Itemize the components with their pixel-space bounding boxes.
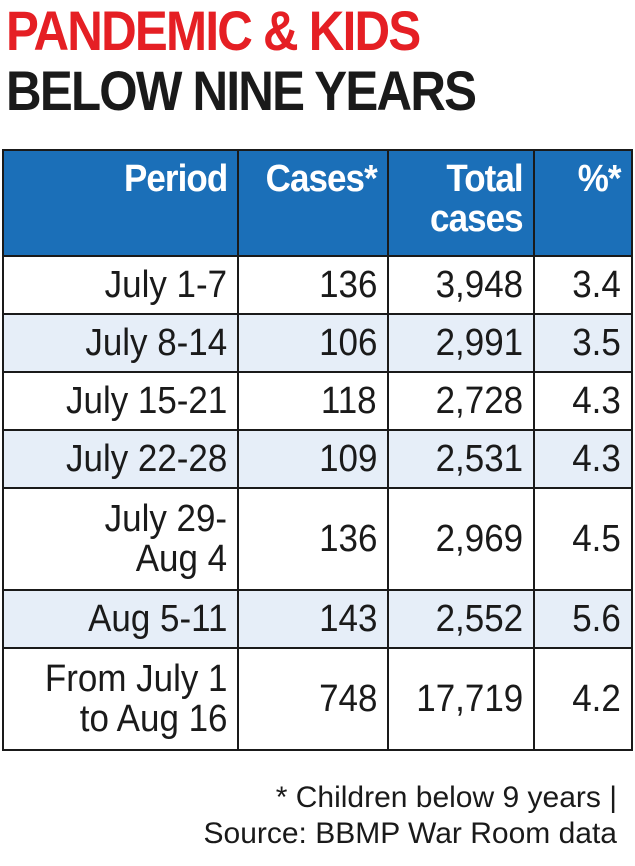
cell-period-text: July 22-28: [65, 438, 227, 480]
cell-total-cases: 17,719: [387, 647, 535, 751]
cell-total-cases-text: 2,969: [435, 518, 523, 560]
cell-percent: 4.2: [533, 647, 633, 751]
column-header-total-cases: Total cases: [387, 149, 535, 257]
cell-percent-text: 4.3: [572, 380, 621, 422]
cell-total-cases-text: 2,991: [435, 322, 523, 364]
cell-period: From July 1 to Aug 16: [2, 647, 239, 751]
footnote: * Children below 9 years | Source: BBMP …: [204, 780, 618, 852]
table-row: July 1-7 136 3,948 3.4: [2, 255, 633, 315]
cell-cases: 143: [237, 589, 389, 649]
cell-total-cases: 3,948: [387, 255, 535, 315]
cell-percent-text: 5.6: [572, 598, 621, 640]
headline: PANDEMIC & KIDS BELOW NINE YEARS: [6, 0, 631, 122]
column-header-percent: %*: [533, 149, 633, 257]
table-row: July 15-21 118 2,728 4.3: [2, 371, 633, 431]
table-body: July 1-7 136 3,948 3.4 July 8-14 106 2,991 3.5 J…: [2, 255, 633, 751]
cell-cases: 136: [237, 255, 389, 315]
cell-percent: 4.5: [533, 487, 633, 591]
table-row: July 29- Aug 4 136 2,969 4.5: [2, 487, 633, 591]
cell-percent: 3.4: [533, 255, 633, 315]
cell-total-cases-text: 2,728: [435, 380, 523, 422]
cell-percent: 4.3: [533, 371, 633, 431]
cell-period: Aug 5-11: [2, 589, 239, 649]
column-header-cases: Cases*: [237, 149, 389, 257]
cell-total-cases-text: 17,719: [416, 678, 523, 720]
cell-period-text: Aug 5-11: [87, 598, 227, 640]
cases-table: Period Cases* Total cases %* July 1-7 136 3…: [2, 149, 633, 751]
cell-percent-text: 4.5: [572, 518, 621, 560]
cell-cases: 136: [237, 487, 389, 591]
cell-period: July 15-21: [2, 371, 239, 431]
cell-cases: 106: [237, 313, 389, 373]
cell-cases-text: 106: [318, 322, 377, 364]
cell-percent: 4.3: [533, 429, 633, 489]
cell-period: July 1-7: [2, 255, 239, 315]
header-row: Period Cases* Total cases %*: [2, 149, 633, 257]
cell-percent-text: 3.5: [572, 322, 621, 364]
cell-total-cases-text: 2,531: [435, 438, 523, 480]
cell-total-cases-text: 3,948: [435, 264, 523, 306]
cell-period-text: July 29- Aug 4: [104, 498, 227, 580]
table-row: Aug 5-11 143 2,552 5.6: [2, 589, 633, 649]
cell-percent-text: 4.3: [572, 438, 621, 480]
cell-cases-text: 118: [321, 380, 377, 422]
headline-line-2: BELOW NINE YEARS: [6, 59, 477, 122]
cell-period: July 22-28: [2, 429, 239, 489]
cell-percent-text: 3.4: [572, 264, 621, 306]
cell-period: July 29- Aug 4: [2, 487, 239, 591]
cell-period-text: July 1-7: [104, 264, 227, 306]
cell-total-cases: 2,531: [387, 429, 535, 489]
column-header-period: Period: [2, 149, 239, 257]
cell-cases-text: 136: [318, 518, 377, 560]
footnote-source: Source: BBMP War Room data: [203, 817, 618, 850]
cell-total-cases-text: 2,552: [435, 598, 523, 640]
table-row: July 22-28 109 2,531 4.3: [2, 429, 633, 489]
cell-cases: 748: [237, 647, 389, 751]
cell-cases: 109: [237, 429, 389, 489]
cell-total-cases: 2,969: [387, 487, 535, 591]
table-row: July 8-14 106 2,991 3.5: [2, 313, 633, 373]
cell-percent: 5.6: [533, 589, 633, 649]
cell-total-cases: 2,991: [387, 313, 535, 373]
footnote-note: * Children below 9 years |: [275, 781, 617, 814]
cell-cases-text: 143: [318, 598, 377, 640]
cell-cases-text: 109: [318, 438, 377, 480]
cell-period-text: July 8-14: [85, 322, 227, 364]
cell-period: July 8-14: [2, 313, 239, 373]
cell-period-text: July 15-21: [65, 380, 227, 422]
table-row: From July 1 to Aug 16 748 17,719 4.2: [2, 647, 633, 751]
cell-percent: 3.5: [533, 313, 633, 373]
headline-line-1: PANDEMIC & KIDS: [6, 0, 421, 62]
cell-total-cases: 2,552: [387, 589, 535, 649]
cell-cases-text: 136: [318, 264, 377, 306]
cell-percent-text: 4.2: [572, 678, 621, 720]
cell-cases-text: 748: [318, 678, 377, 720]
cell-total-cases: 2,728: [387, 371, 535, 431]
cell-period-text: From July 1 to Aug 16: [44, 658, 227, 740]
cell-cases: 118: [237, 371, 389, 431]
